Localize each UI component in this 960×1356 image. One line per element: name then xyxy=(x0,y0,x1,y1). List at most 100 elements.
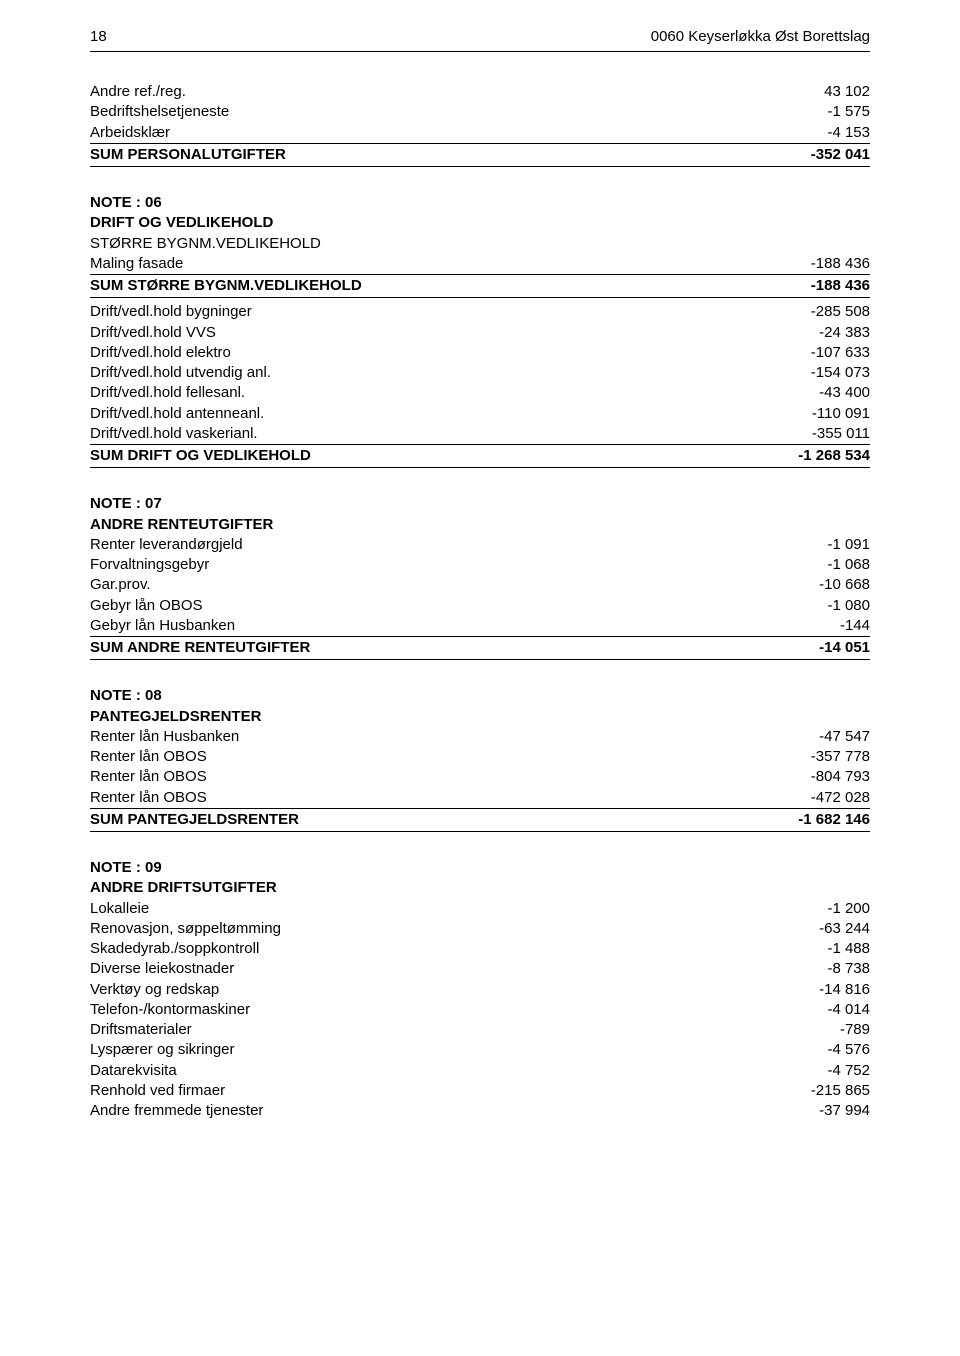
doc-title: 0060 Keyserløkka Øst Borettslag xyxy=(651,28,870,45)
line-item: Bedriftshelsetjeneste -1 575 xyxy=(90,102,870,122)
line-item: Andre fremmede tjenester -37 994 xyxy=(90,1101,870,1121)
note-number: NOTE : 09 xyxy=(90,858,870,878)
item-label: Telefon-/kontormaskiner xyxy=(90,1000,760,1020)
item-value: -1 068 xyxy=(760,555,870,575)
sum-value: -1 268 534 xyxy=(760,446,870,466)
note-number: NOTE : 08 xyxy=(90,686,870,706)
item-label: Datarekvisita xyxy=(90,1061,760,1081)
note-number: NOTE : 07 xyxy=(90,494,870,514)
item-value: -188 436 xyxy=(760,254,870,274)
item-label: Drift/vedl.hold utvendig anl. xyxy=(90,363,760,383)
line-item: Diverse leiekostnader -8 738 xyxy=(90,959,870,979)
line-item: Renter lån OBOS -804 793 xyxy=(90,767,870,787)
item-label: Drift/vedl.hold VVS xyxy=(90,323,760,343)
sum-label: SUM PERSONALUTGIFTER xyxy=(90,145,760,165)
sum-label: SUM PANTEGJELDSRENTER xyxy=(90,810,760,830)
item-value: -144 xyxy=(760,616,870,636)
item-value: -357 778 xyxy=(760,747,870,767)
note-title: NOTE : 06 xyxy=(90,193,870,213)
item-label: Lyspærer og sikringer xyxy=(90,1040,760,1060)
sum-value: -352 041 xyxy=(760,145,870,165)
line-item: Driftsmaterialer -789 xyxy=(90,1020,870,1040)
page-header: 18 0060 Keyserløkka Øst Borettslag xyxy=(90,28,870,51)
note-title: NOTE : 07 xyxy=(90,494,870,514)
note-heading: DRIFT OG VEDLIKEHOLD xyxy=(90,213,870,233)
line-item: Renter lån Husbanken -47 547 xyxy=(90,727,870,747)
line-item: Andre ref./reg. 43 102 xyxy=(90,82,870,102)
line-item: Lyspærer og sikringer -4 576 xyxy=(90,1040,870,1060)
item-label: Renter lån OBOS xyxy=(90,767,760,787)
item-value: -472 028 xyxy=(760,788,870,808)
header-divider xyxy=(90,51,870,52)
line-item: Drift/vedl.hold VVS -24 383 xyxy=(90,323,870,343)
subgroup-label: STØRRE BYGNM.VEDLIKEHOLD xyxy=(90,234,870,254)
item-label: Driftsmaterialer xyxy=(90,1020,760,1040)
line-item: Lokalleie -1 200 xyxy=(90,899,870,919)
item-label: Renter lån OBOS xyxy=(90,747,760,767)
item-label: Andre ref./reg. xyxy=(90,82,760,102)
line-item: Gebyr lån OBOS -1 080 xyxy=(90,596,870,616)
sum-value: -14 051 xyxy=(760,638,870,658)
item-label: Gar.prov. xyxy=(90,575,760,595)
line-item: Drift/vedl.hold elektro -107 633 xyxy=(90,343,870,363)
item-value: -154 073 xyxy=(760,363,870,383)
item-label: Renhold ved firmaer xyxy=(90,1081,760,1101)
note-heading-label: DRIFT OG VEDLIKEHOLD xyxy=(90,213,870,233)
sum-label: SUM DRIFT OG VEDLIKEHOLD xyxy=(90,446,760,466)
item-label: Renter lån Husbanken xyxy=(90,727,760,747)
note-heading: ANDRE DRIFTSUTGIFTER xyxy=(90,878,870,898)
item-label: Renter leverandørgjeld xyxy=(90,535,760,555)
section-note07: NOTE : 07 ANDRE RENTEUTGIFTER Renter lev… xyxy=(90,494,870,660)
item-label: Gebyr lån Husbanken xyxy=(90,616,760,636)
item-label: Bedriftshelsetjeneste xyxy=(90,102,760,122)
item-value: -107 633 xyxy=(760,343,870,363)
item-value: -4 752 xyxy=(760,1061,870,1081)
item-label: Drift/vedl.hold antenneanl. xyxy=(90,404,760,424)
item-value: 43 102 xyxy=(760,82,870,102)
line-item: Drift/vedl.hold vaskerianl. -355 011 xyxy=(90,424,870,444)
line-item: Forvaltningsgebyr -1 068 xyxy=(90,555,870,575)
sum-row: SUM ANDRE RENTEUTGIFTER -14 051 xyxy=(90,636,870,660)
item-value: -1 080 xyxy=(760,596,870,616)
item-label: Drift/vedl.hold vaskerianl. xyxy=(90,424,760,444)
line-item: Drift/vedl.hold bygninger -285 508 xyxy=(90,302,870,322)
sum-row: SUM DRIFT OG VEDLIKEHOLD -1 268 534 xyxy=(90,444,870,468)
item-value: -4 576 xyxy=(760,1040,870,1060)
page-number: 18 xyxy=(90,28,107,45)
note-heading: PANTEGJELDSRENTER xyxy=(90,707,870,727)
note-number: NOTE : 06 xyxy=(90,193,870,213)
page: 18 0060 Keyserløkka Øst Borettslag Andre… xyxy=(0,0,960,1356)
sum-value: -188 436 xyxy=(760,276,870,296)
line-item: Drift/vedl.hold utvendig anl. -154 073 xyxy=(90,363,870,383)
item-value: -4 014 xyxy=(760,1000,870,1020)
note-heading-label: PANTEGJELDSRENTER xyxy=(90,707,870,727)
item-value: -789 xyxy=(760,1020,870,1040)
item-label: Gebyr lån OBOS xyxy=(90,596,760,616)
item-label: Renovasjon, søppeltømming xyxy=(90,919,760,939)
item-value: -47 547 xyxy=(760,727,870,747)
item-label: Andre fremmede tjenester xyxy=(90,1101,760,1121)
item-label: Diverse leiekostnader xyxy=(90,959,760,979)
item-label: Skadedyrab./soppkontroll xyxy=(90,939,760,959)
item-value: -63 244 xyxy=(760,919,870,939)
line-item: Skadedyrab./soppkontroll -1 488 xyxy=(90,939,870,959)
line-item: Renhold ved firmaer -215 865 xyxy=(90,1081,870,1101)
note-title: NOTE : 09 xyxy=(90,858,870,878)
sum-label: SUM ANDRE RENTEUTGIFTER xyxy=(90,638,760,658)
line-item: Renter lån OBOS -357 778 xyxy=(90,747,870,767)
line-item: Arbeidsklær -4 153 xyxy=(90,123,870,143)
line-item: Gebyr lån Husbanken -144 xyxy=(90,616,870,636)
item-value: -14 816 xyxy=(760,980,870,1000)
line-item: Verktøy og redskap -14 816 xyxy=(90,980,870,1000)
line-item: Maling fasade -188 436 xyxy=(90,254,870,274)
item-value: -24 383 xyxy=(760,323,870,343)
sum-value: -1 682 146 xyxy=(760,810,870,830)
section-personalutgifter: Andre ref./reg. 43 102 Bedriftshelsetjen… xyxy=(90,82,870,167)
subgroup-heading: STØRRE BYGNM.VEDLIKEHOLD xyxy=(90,234,870,254)
item-value: -1 200 xyxy=(760,899,870,919)
item-value: -8 738 xyxy=(760,959,870,979)
line-item: Drift/vedl.hold fellesanl. -43 400 xyxy=(90,383,870,403)
item-value: -355 011 xyxy=(760,424,870,444)
item-value: -43 400 xyxy=(760,383,870,403)
item-value: -215 865 xyxy=(760,1081,870,1101)
